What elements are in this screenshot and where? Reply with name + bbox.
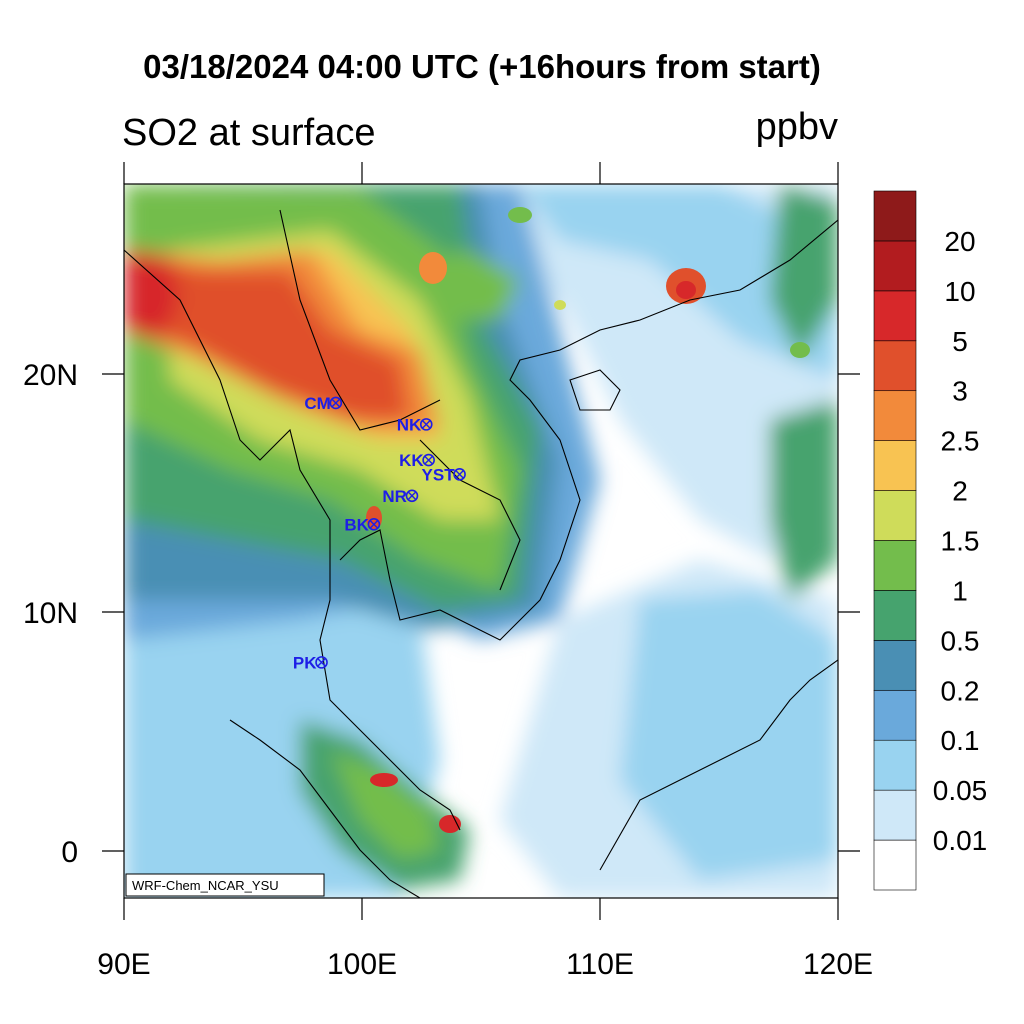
x-tick-label: 120E bbox=[803, 948, 873, 981]
station-marker-icon bbox=[419, 418, 433, 431]
field-label: SO2 at surface bbox=[122, 112, 376, 154]
y-tick-label: 20N bbox=[23, 359, 78, 392]
colorbar-level-label: 2.5 bbox=[941, 426, 980, 457]
colorbar-swatch bbox=[873, 590, 917, 641]
station-cm: CM bbox=[304, 394, 343, 413]
station-marker-icon bbox=[329, 396, 343, 410]
station-nr: NR bbox=[382, 487, 419, 506]
colorbar-level-label: 0.01 bbox=[933, 825, 988, 856]
colorbar-level-label: 0.5 bbox=[941, 625, 980, 656]
map-frame bbox=[123, 183, 839, 899]
colorbar-swatch bbox=[873, 240, 917, 292]
station-marker-icon bbox=[405, 489, 419, 503]
station-marker-icon bbox=[422, 453, 435, 467]
colorbar-swatch bbox=[873, 190, 917, 242]
colorbar-level-label: 1.5 bbox=[941, 526, 980, 557]
station-label: KK bbox=[399, 451, 424, 470]
colorbar-swatch bbox=[873, 390, 917, 441]
axis-ticks bbox=[102, 162, 860, 920]
colorbar-level-label: 3 bbox=[952, 376, 968, 407]
colorbar-swatch bbox=[873, 490, 917, 541]
model-credit: WRF-Chem_NCAR_YSU bbox=[132, 878, 279, 893]
station-label: CM bbox=[304, 394, 330, 413]
colorbar-level-label: 0.2 bbox=[941, 675, 980, 706]
station-yst: YST bbox=[422, 465, 466, 484]
station-label: BK bbox=[344, 515, 369, 534]
colorbar-level-label: 0.1 bbox=[941, 725, 980, 756]
x-tick-label: 110E bbox=[566, 948, 634, 981]
credit-box bbox=[125, 873, 325, 897]
x-tick-label: 100E bbox=[327, 948, 397, 981]
y-tick-label: 10N bbox=[23, 597, 78, 630]
station-marker-icon bbox=[367, 518, 381, 531]
station-label: PK bbox=[293, 653, 317, 672]
colorbar-swatch bbox=[873, 689, 917, 741]
colorbar-level-label: 5 bbox=[952, 326, 968, 357]
colorbar-swatch bbox=[873, 839, 917, 891]
colorbar: 0.01 0.05 0.1 0.2 0.5 1 1.5 2 2.5 3 5 10 20 bbox=[873, 190, 988, 891]
colorbar-swatch bbox=[873, 540, 917, 591]
colorbar-swatch bbox=[873, 789, 917, 841]
colorbar-swatch bbox=[873, 640, 917, 691]
colorbar-swatch bbox=[873, 290, 917, 342]
station-bk: BK bbox=[344, 515, 381, 534]
colorbar-level-label: 20 bbox=[944, 226, 975, 257]
y-tick-label: 0 bbox=[61, 836, 78, 869]
station-kk: KK bbox=[399, 451, 435, 470]
station-label: NR bbox=[382, 487, 407, 506]
station-label: YST bbox=[422, 465, 456, 484]
plot-title: 03/18/2024 04:00 UTC (+16hours from star… bbox=[143, 48, 821, 85]
colorbar-level-label: 1 bbox=[952, 575, 968, 606]
x-tick-label: 90E bbox=[97, 948, 150, 981]
colorbar-level-label: 2 bbox=[952, 476, 968, 507]
station-nk: NK bbox=[397, 415, 433, 434]
colorbar-level-label: 10 bbox=[944, 276, 975, 307]
colorbar-swatch bbox=[873, 440, 917, 491]
station-pk: PK bbox=[293, 653, 328, 672]
station-label: NK bbox=[397, 415, 422, 434]
units-label: ppbv bbox=[755, 106, 838, 148]
station-marker-icon bbox=[315, 656, 328, 669]
station-marker-icon bbox=[453, 468, 466, 481]
colorbar-swatch bbox=[873, 340, 917, 392]
colorbar-level-label: 0.05 bbox=[933, 775, 988, 806]
so2-field bbox=[124, 184, 838, 898]
colorbar-swatch bbox=[873, 739, 917, 791]
